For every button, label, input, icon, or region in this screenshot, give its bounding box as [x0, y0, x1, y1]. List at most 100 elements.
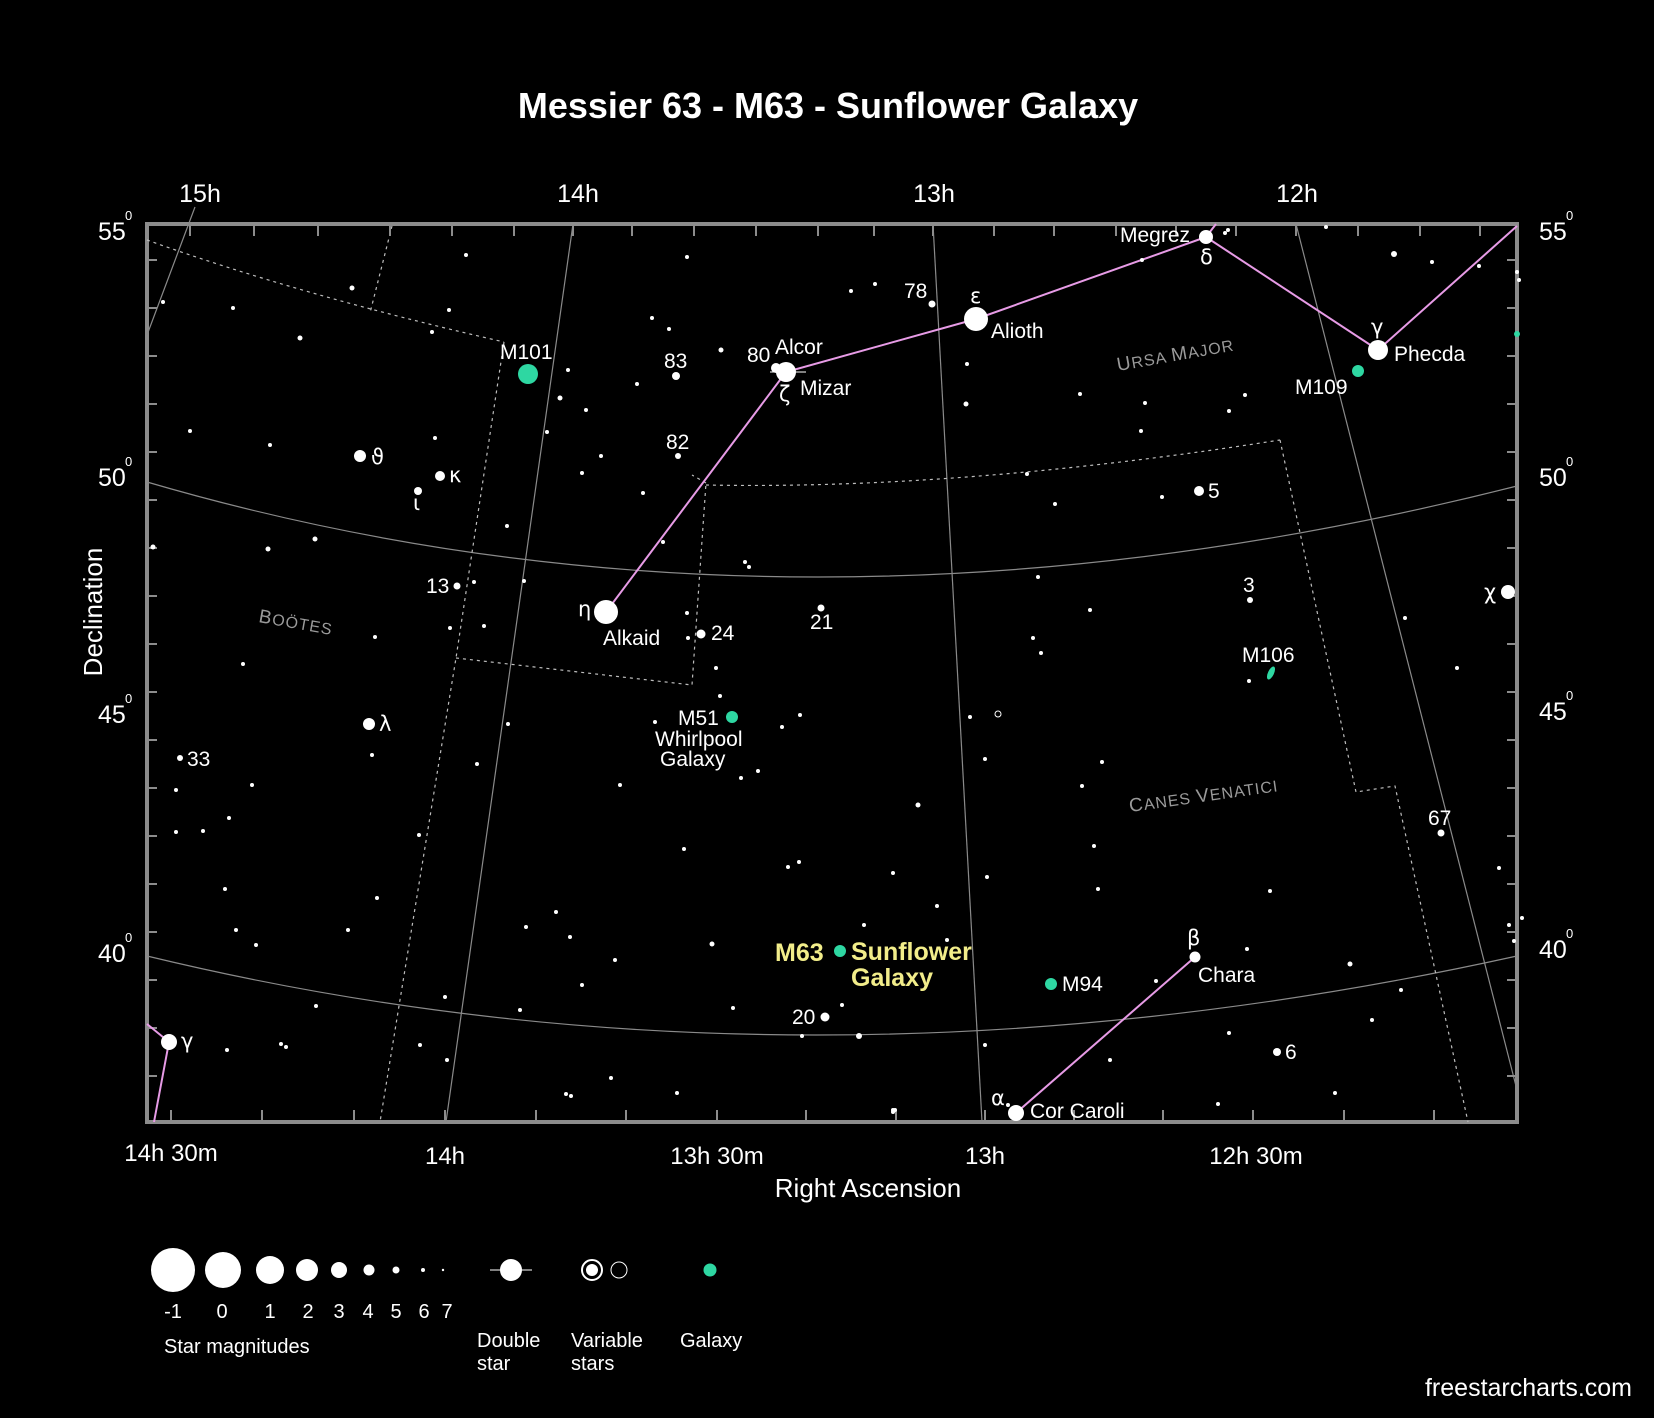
faint-star: [1088, 608, 1092, 612]
label-lambda: λ: [379, 712, 391, 736]
label-21: 21: [810, 611, 833, 634]
label-phecda: Phecda: [1394, 343, 1466, 366]
label-gamma-boo: γ: [181, 1029, 193, 1053]
label-chi: χ: [1484, 580, 1496, 604]
label-zeta: ζ: [779, 382, 790, 406]
variable-star-icon-faint: [610, 1261, 628, 1279]
legend-mag-label: -1: [164, 1301, 182, 1323]
legend-variable-label-2: stars: [571, 1353, 614, 1375]
label-13: 13: [426, 575, 449, 598]
legend-mag-dot: [421, 1268, 425, 1272]
degree-mark: 0: [125, 691, 132, 706]
faint-star: [584, 408, 588, 412]
degree-mark: 0: [1566, 454, 1573, 469]
dec-grid-arcs: [146, 481, 1518, 1036]
star-phecda: [1368, 340, 1388, 360]
faint-star: [798, 713, 802, 717]
faint-star: [234, 928, 238, 932]
tick-label: 12h: [1276, 180, 1318, 208]
faint-star: [653, 720, 657, 724]
label-5: 5: [1208, 480, 1220, 503]
legend-double-star: Double star: [477, 1259, 540, 1375]
faint-stars: [150, 225, 1524, 1114]
faint-star: [225, 1048, 229, 1052]
legend-galaxy: Galaxy: [680, 1263, 742, 1352]
degree-mark: 0: [1566, 688, 1573, 703]
faint-star: [635, 382, 639, 386]
faint-star: [747, 565, 751, 569]
faint-star: [554, 910, 558, 914]
degree-mark: 0: [125, 930, 132, 945]
faint-star: [418, 1043, 422, 1047]
faint-star: [506, 722, 510, 726]
label-mizar: Mizar: [800, 377, 851, 400]
faint-star: [641, 491, 645, 495]
label-24: 24: [711, 622, 735, 645]
faint-star: [1031, 636, 1035, 640]
legend-mag-dot: [296, 1259, 318, 1281]
top-ra-ticks: 15h 14h 13h 12h: [179, 180, 1318, 208]
ra-grid-lines: [146, 206, 1518, 1123]
faint-star: [1455, 666, 1459, 670]
faint-star: [1025, 472, 1029, 476]
label-m51: M51: [678, 707, 719, 730]
star-33: [177, 755, 183, 761]
faint-star: [1139, 429, 1143, 433]
tick-label: 45: [98, 701, 126, 729]
constellation-boundaries: [146, 225, 1469, 1123]
faint-star: [1100, 760, 1104, 764]
faint-star: [714, 666, 718, 670]
faint-star: [250, 783, 254, 787]
faint-star: [1226, 228, 1230, 232]
tick-label: 13h 30m: [670, 1143, 763, 1170]
tick-label: 55: [98, 218, 126, 246]
star-83: [672, 372, 680, 380]
faint-star: [1324, 225, 1328, 229]
faint-star: [545, 430, 549, 434]
faint-star: [580, 471, 584, 475]
star-20: [820, 1012, 830, 1022]
legend-mag-label: 5: [390, 1301, 401, 1323]
star-alioth: [964, 307, 988, 331]
label-alioth: Alioth: [991, 320, 1044, 343]
object-labels: Megrez δ ε Alioth 78 γ Phecda M109 Alcor…: [181, 224, 1496, 1123]
legend-mag-label: 3: [333, 1301, 344, 1323]
faint-star: [223, 887, 227, 891]
faint-star: [447, 308, 451, 312]
label-3: 3: [1243, 574, 1255, 597]
legend-mag-dot: [363, 1264, 375, 1276]
faint-star: [1247, 679, 1251, 683]
chart-frame: [145, 222, 1519, 1124]
faint-star: [568, 935, 572, 939]
label-m106: M106: [1242, 644, 1295, 667]
faint-star: [346, 928, 350, 932]
faint-star: [1517, 278, 1521, 282]
faint-star: [227, 816, 231, 820]
faint-star: [279, 1042, 283, 1046]
faint-star: [1507, 923, 1511, 927]
magnitude-scale: [151, 1248, 445, 1292]
faint-star: [718, 694, 722, 698]
faint-star: [174, 788, 178, 792]
faint-star: [618, 783, 622, 787]
faint-star: [314, 1004, 318, 1008]
faint-star: [201, 829, 205, 833]
constellation-canes-venatici: CANES VENATICI: [1128, 775, 1280, 817]
faint-star: [430, 330, 434, 334]
faint-star: [188, 429, 192, 433]
star-gamma-boo: [161, 1034, 177, 1050]
star-megrez: [1199, 230, 1213, 244]
faint-star: [873, 282, 877, 286]
faint-star: [1036, 575, 1040, 579]
faint-star: [1497, 866, 1501, 870]
faint-star: [891, 871, 895, 875]
faint-star: [935, 904, 939, 908]
label-theta: ϑ: [371, 445, 384, 469]
faint-star: [1243, 393, 1247, 397]
faint-star: [161, 300, 165, 304]
galaxies: [518, 331, 1520, 990]
faint-star: [524, 925, 528, 929]
degree-mark: 0: [1566, 926, 1573, 941]
faint-star: [800, 1034, 804, 1038]
faint-star: [1227, 1031, 1231, 1035]
